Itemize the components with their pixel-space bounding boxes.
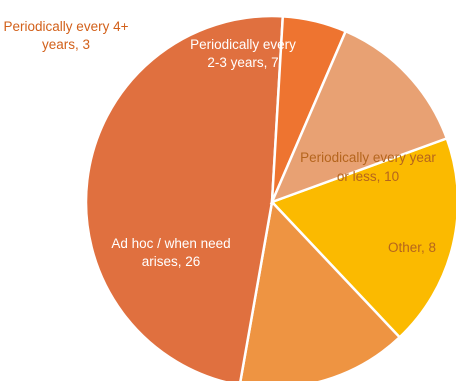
slice-label-ad-hoc: Ad hoc / when need arises, 26 xyxy=(111,236,230,269)
pie-slice-2-3-years xyxy=(269,29,449,205)
pie-slice-ad-hoc xyxy=(84,14,285,381)
pie-slice-other xyxy=(239,199,402,381)
slice-label-yearly: Periodically every year or less, 10 xyxy=(300,150,436,184)
slice-label-other: Other, 8 xyxy=(388,240,436,255)
pie-slice-yearly xyxy=(269,136,456,340)
slice-label-2-3-years: Periodically every 2-3 years, 7 xyxy=(190,37,296,70)
pie-slices xyxy=(84,14,456,381)
slice-label-4-plus-years: Periodically every 4+ years, 3 xyxy=(4,19,129,52)
pie-labels: Periodically every year or less, 10 Other… xyxy=(4,19,437,269)
